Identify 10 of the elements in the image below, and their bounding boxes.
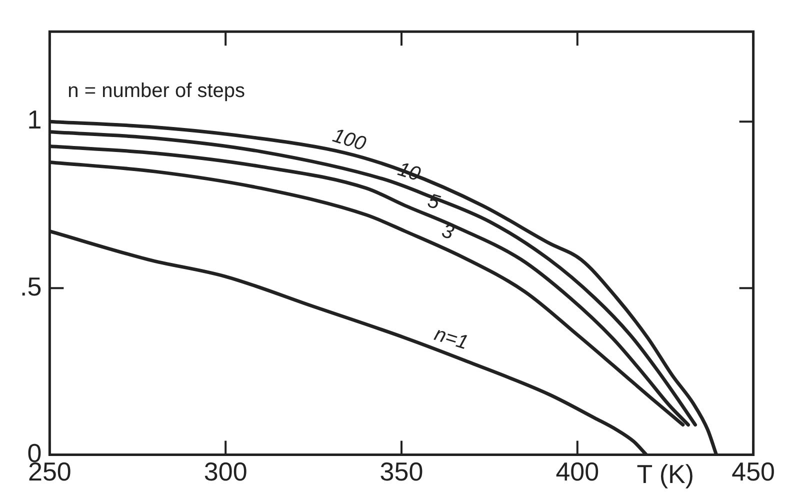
annotation: 100 — [330, 124, 368, 156]
x-tick-label: 350 — [380, 456, 424, 487]
x-axis-title: T (K) — [636, 458, 694, 489]
annotation: n = number of steps — [68, 80, 246, 102]
annotation: n=1 — [432, 323, 471, 354]
y-tick-label: 1 — [27, 104, 42, 135]
x-tick-label: 450 — [732, 456, 776, 487]
x-tick-label: 300 — [204, 456, 248, 487]
y-tick-label: .5 — [20, 271, 42, 302]
x-tick-label: 400 — [556, 456, 600, 487]
